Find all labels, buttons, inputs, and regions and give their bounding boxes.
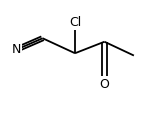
Text: O: O [99,78,109,91]
Text: N: N [11,43,21,56]
Text: Cl: Cl [69,16,81,29]
